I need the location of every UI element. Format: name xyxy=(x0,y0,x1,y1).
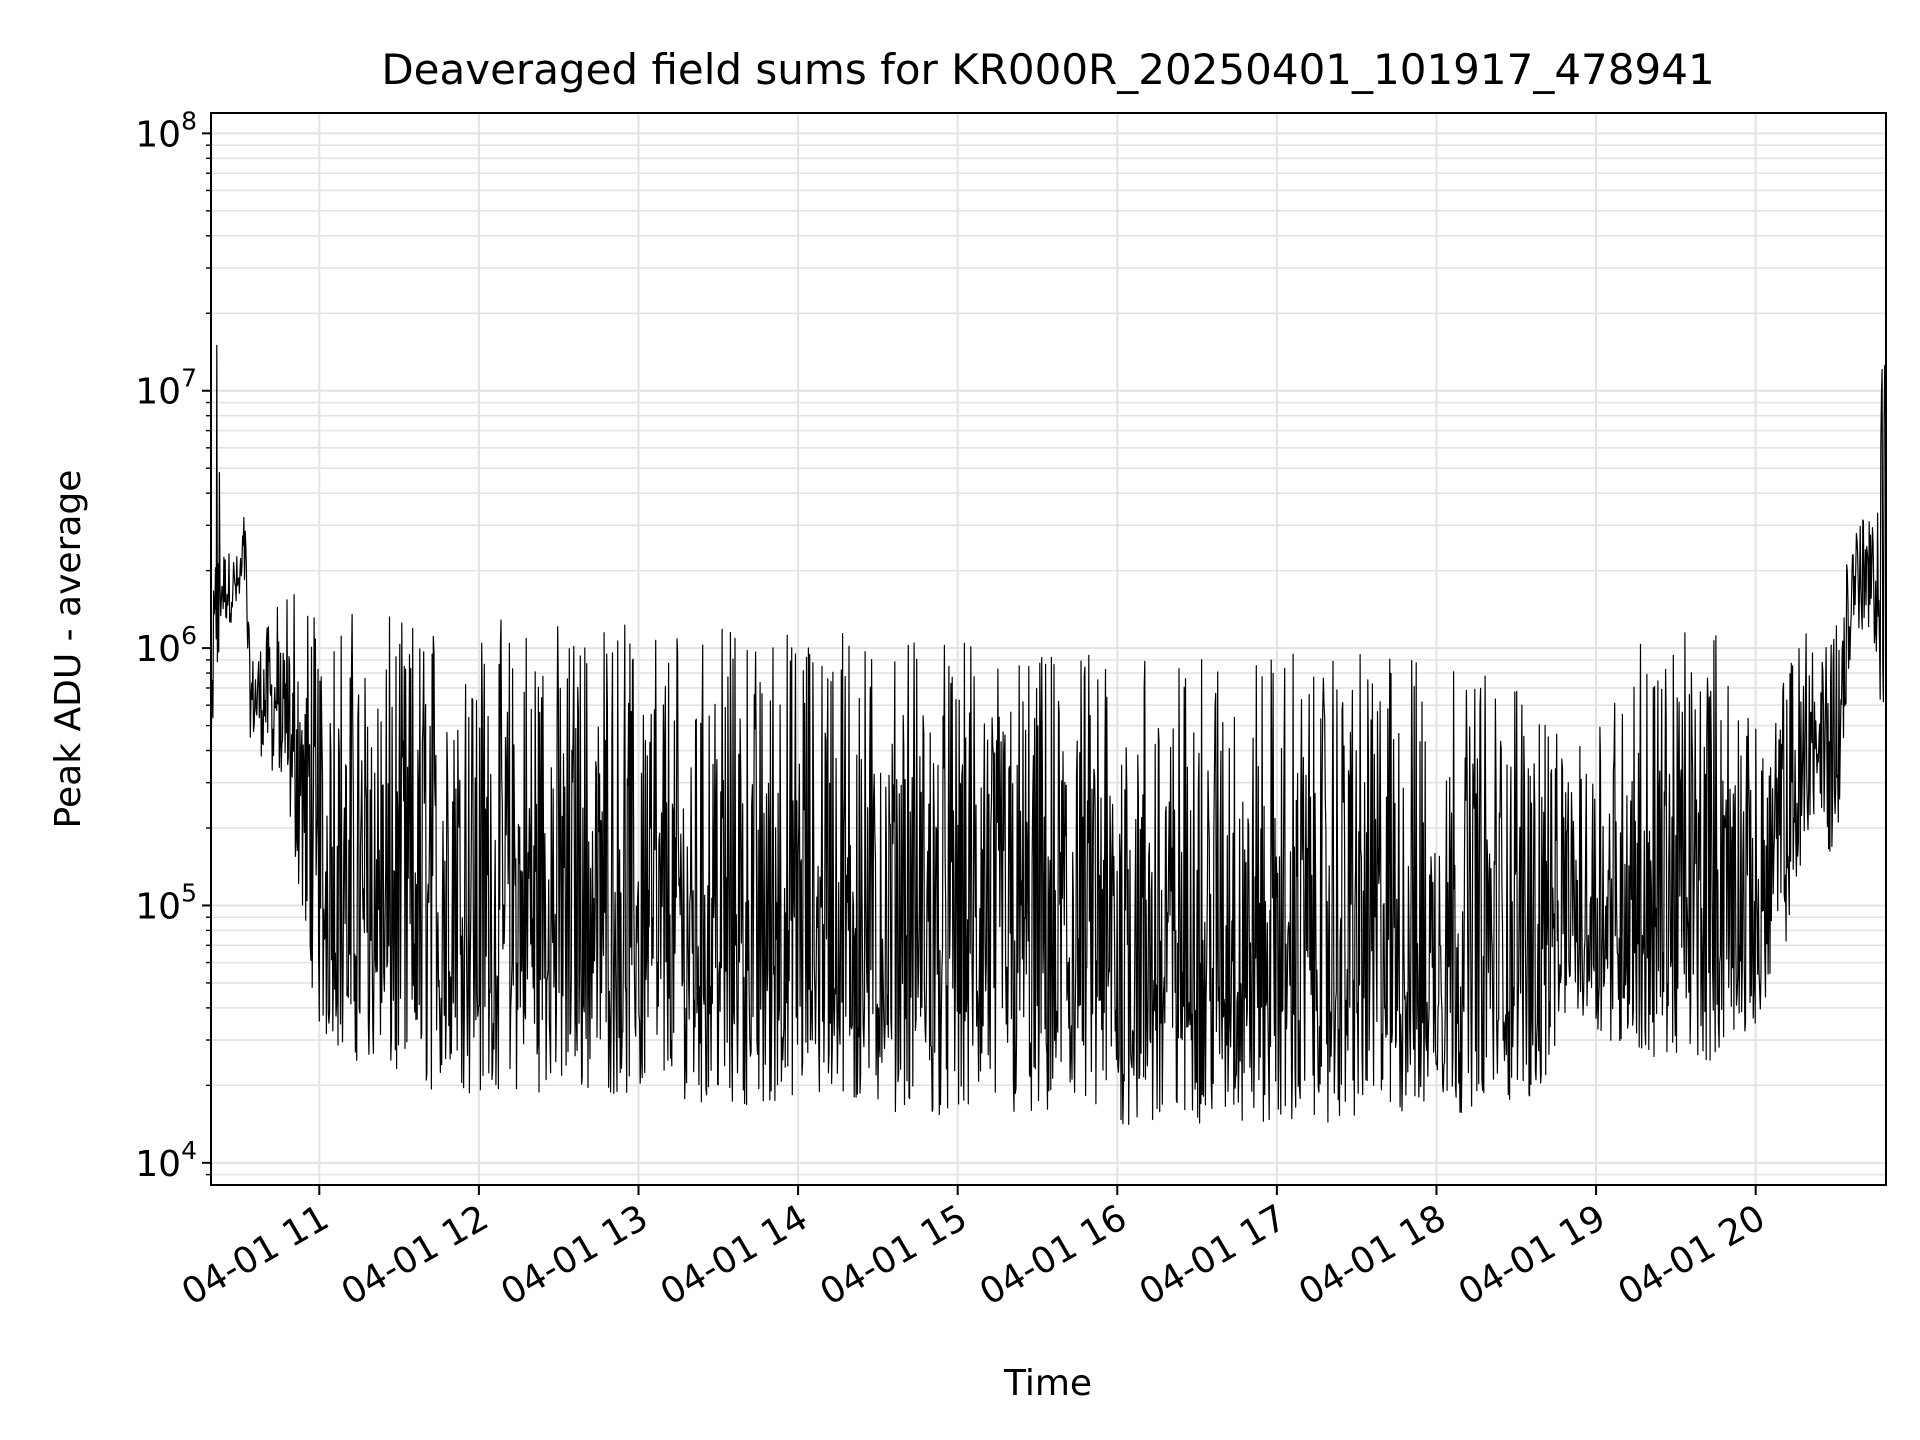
y-tick-label-exponent: 7 xyxy=(181,364,197,393)
y-tick-label-exponent: 5 xyxy=(181,878,197,907)
y-tick-label-base: 10 xyxy=(135,1144,181,1185)
y-tick-label: 105 xyxy=(135,878,197,927)
x-axis-label: Time xyxy=(1003,1363,1092,1404)
y-tick-label-exponent: 6 xyxy=(181,621,197,650)
y-tick-label: 107 xyxy=(135,364,197,413)
y-tick-label: 106 xyxy=(135,621,197,670)
chart-title: Deaveraged field sums for KR000R_2025040… xyxy=(381,45,1714,94)
series-lines xyxy=(210,344,1887,1125)
y-tick-label: 104 xyxy=(135,1136,197,1185)
y-tick-label-base: 10 xyxy=(135,886,181,927)
y-tick-label-exponent: 8 xyxy=(181,106,197,135)
series-line xyxy=(210,344,1887,1125)
y-axis-label: Peak ADU - average xyxy=(48,470,89,829)
y-tick-label-base: 10 xyxy=(135,372,181,413)
y-tick-label-base: 10 xyxy=(135,629,181,670)
y-tick-label-exponent: 4 xyxy=(181,1136,197,1165)
y-tick-label: 108 xyxy=(135,106,197,155)
y-tick-label-base: 10 xyxy=(135,114,181,155)
